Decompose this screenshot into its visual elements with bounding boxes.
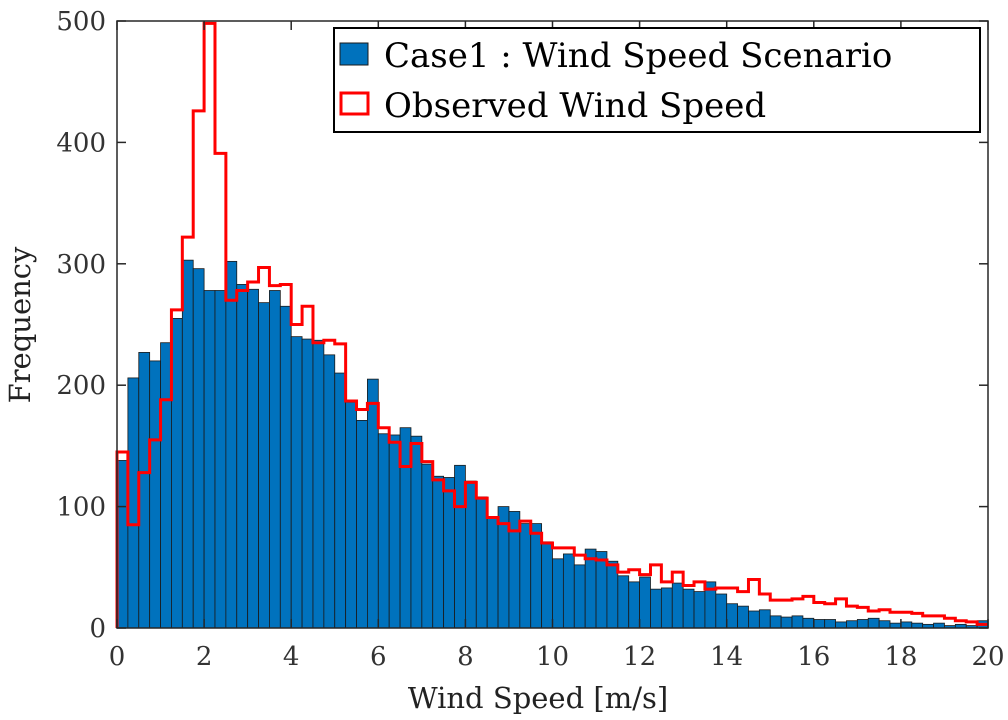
histogram-bar bbox=[769, 615, 782, 629]
histogram-bar bbox=[562, 553, 575, 629]
histogram-bar bbox=[780, 616, 793, 629]
x-tick-label: 16 bbox=[797, 642, 830, 672]
histogram-bar bbox=[116, 460, 129, 629]
histogram-bar bbox=[671, 582, 684, 629]
x-tick-label: 20 bbox=[971, 642, 1004, 672]
x-tick-label: 10 bbox=[536, 642, 569, 672]
x-tick-label: 18 bbox=[884, 642, 917, 672]
histogram-bar bbox=[693, 591, 706, 629]
x-tick-label: 12 bbox=[623, 642, 656, 672]
histogram-bar bbox=[454, 464, 466, 629]
x-tick-label: 6 bbox=[370, 642, 387, 672]
histogram-bar bbox=[541, 541, 553, 629]
histogram-bar bbox=[171, 318, 183, 629]
histogram-bar bbox=[279, 305, 292, 629]
histogram-bar bbox=[345, 401, 357, 629]
histogram-bar bbox=[312, 339, 325, 629]
histogram-bar bbox=[138, 352, 151, 629]
scenario-bars bbox=[116, 259, 989, 629]
x-axis-title: Wind Speed [m/s] bbox=[408, 681, 668, 715]
histogram-bar bbox=[573, 564, 586, 629]
histogram-bar bbox=[650, 588, 662, 629]
histogram-bar bbox=[758, 609, 771, 629]
histogram-bar bbox=[225, 260, 238, 629]
x-tick-label: 14 bbox=[710, 642, 743, 672]
histogram-bar bbox=[835, 621, 847, 629]
histogram-bar bbox=[432, 475, 445, 629]
histogram-bar bbox=[595, 551, 608, 629]
histogram-bar bbox=[878, 620, 891, 629]
y-tick-label: 500 bbox=[56, 7, 106, 37]
x-tick-label: 4 bbox=[283, 642, 300, 672]
histogram-bar bbox=[748, 610, 760, 629]
histogram-bar bbox=[791, 615, 804, 629]
histogram-bar bbox=[802, 617, 815, 629]
histogram-bar bbox=[639, 576, 651, 629]
y-tick-label: 200 bbox=[56, 371, 106, 401]
histogram-bar bbox=[628, 581, 641, 629]
histogram-bar bbox=[149, 360, 161, 629]
histogram-bar bbox=[824, 619, 836, 629]
histogram-bar bbox=[726, 603, 738, 629]
histogram-bar bbox=[660, 587, 673, 629]
legend-swatch-observed bbox=[339, 91, 370, 116]
histogram-bar bbox=[192, 268, 205, 629]
histogram-bar bbox=[900, 621, 913, 629]
histogram-bar bbox=[301, 338, 314, 629]
legend-box bbox=[333, 27, 981, 133]
histogram-bar bbox=[552, 558, 564, 629]
histogram-bar bbox=[475, 496, 488, 629]
histogram-bar bbox=[356, 420, 368, 629]
histogram-bar bbox=[813, 619, 826, 629]
histogram-bar bbox=[737, 605, 749, 629]
histogram-bar bbox=[867, 617, 880, 629]
histogram-bar bbox=[377, 433, 390, 629]
histogram-bar bbox=[367, 378, 379, 629]
histogram-bar bbox=[421, 463, 434, 629]
x-tick-label: 0 bbox=[109, 642, 126, 672]
histogram-bar bbox=[323, 354, 336, 629]
legend: Case1 : Wind Speed Scenario Observed Win… bbox=[333, 27, 981, 133]
y-tick-label: 300 bbox=[56, 250, 106, 280]
y-tick-label: 400 bbox=[56, 128, 106, 158]
histogram-bar bbox=[486, 517, 499, 629]
histogram-bar bbox=[127, 377, 140, 629]
x-tick-label: 8 bbox=[457, 642, 474, 672]
legend-label-scenario: Case1 : Wind Speed Scenario bbox=[384, 36, 892, 76]
histogram-bar bbox=[584, 548, 597, 629]
histogram-bar bbox=[410, 435, 423, 629]
histogram-bar bbox=[846, 620, 858, 629]
histogram-bar bbox=[214, 290, 227, 629]
histogram-bar bbox=[160, 342, 172, 629]
histogram-bar bbox=[258, 302, 270, 629]
legend-label-observed: Observed Wind Speed bbox=[384, 86, 766, 126]
y-axis-title: Frequency bbox=[3, 246, 37, 403]
histogram-bar bbox=[519, 523, 532, 629]
histogram-bar bbox=[464, 480, 477, 629]
histogram-bar bbox=[203, 290, 216, 629]
y-tick-label: 0 bbox=[89, 614, 106, 644]
histogram-bar bbox=[334, 372, 347, 629]
histogram-bar bbox=[856, 619, 869, 629]
histogram-bar bbox=[530, 523, 543, 629]
histogram-bar bbox=[236, 284, 249, 629]
histogram-bar bbox=[617, 575, 630, 629]
y-tick-label: 100 bbox=[56, 493, 106, 523]
histogram-bar bbox=[290, 336, 303, 629]
histogram-bar bbox=[606, 560, 619, 629]
histogram-bar bbox=[508, 511, 521, 629]
histogram-bar bbox=[399, 427, 412, 629]
histogram-bar bbox=[269, 290, 281, 629]
histogram-bar bbox=[247, 288, 259, 629]
histogram-bar bbox=[181, 259, 194, 629]
histogram-bar bbox=[443, 477, 455, 629]
observed-stairs-line bbox=[115, 21, 988, 628]
histogram-bar bbox=[388, 434, 401, 629]
histogram-bar bbox=[682, 588, 695, 629]
legend-swatch-scenario bbox=[339, 42, 369, 66]
x-tick-label: 2 bbox=[196, 642, 213, 672]
histogram-bar bbox=[715, 593, 728, 629]
